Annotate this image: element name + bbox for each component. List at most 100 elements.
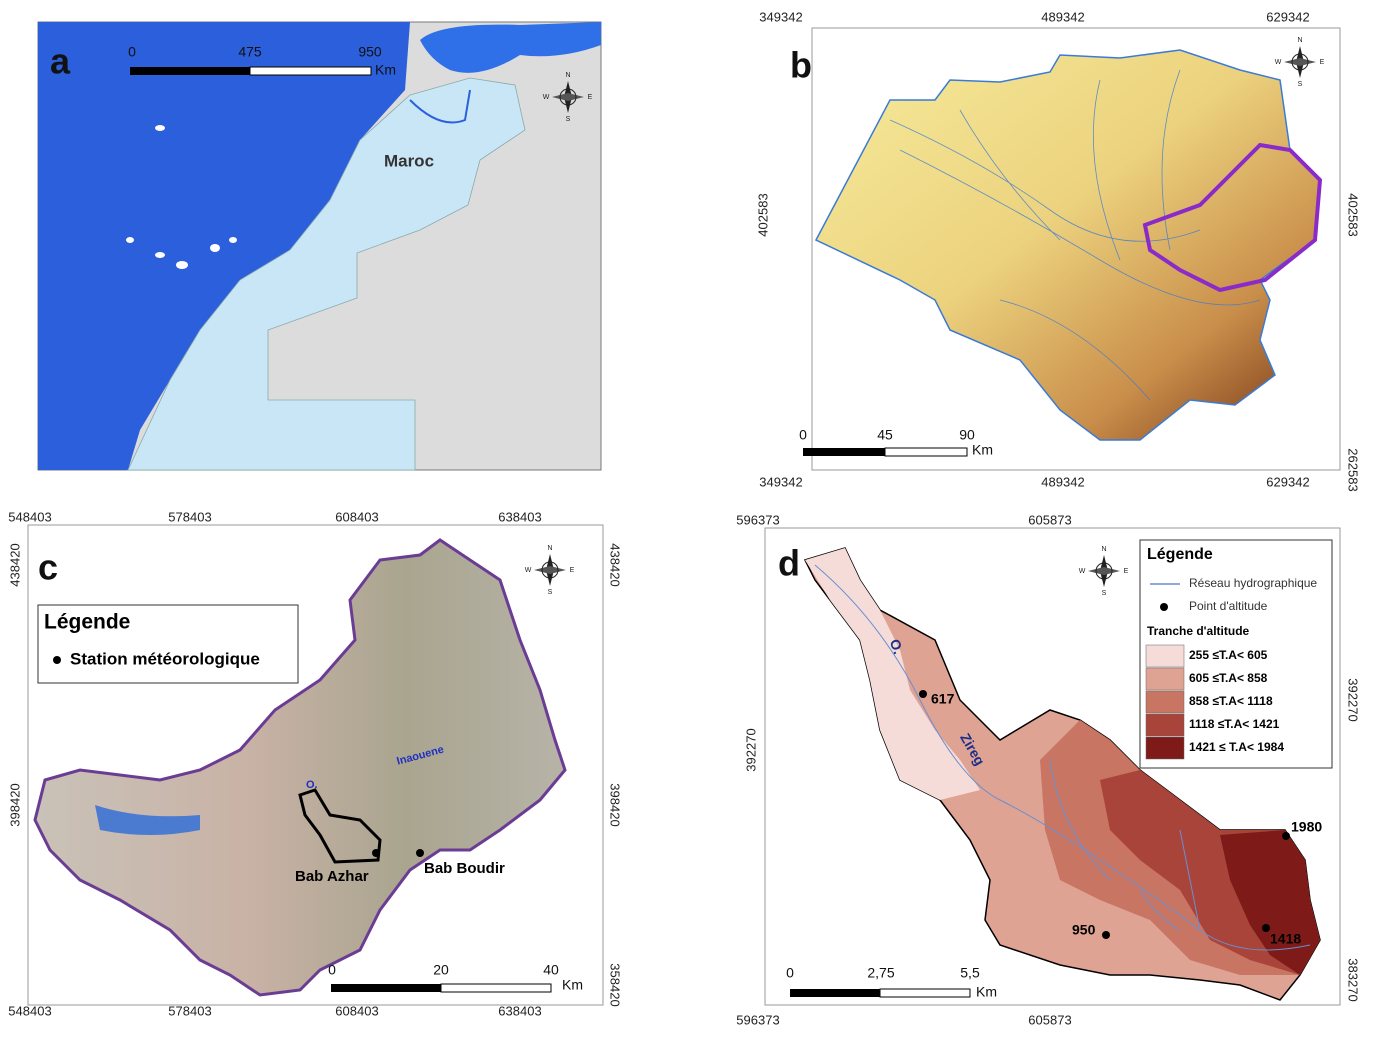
panel-letter: b — [790, 45, 812, 86]
coord-right: 392270 — [1346, 678, 1361, 721]
scale-bar — [130, 67, 250, 75]
coord-top: 548403 — [8, 509, 51, 524]
legend-class: 605 ≤T.A< 858 — [1189, 671, 1268, 685]
country-label: Maroc — [384, 151, 434, 170]
coord-bottom: 629342 — [1266, 474, 1309, 489]
scale-label: 20 — [433, 962, 449, 978]
coord-bottom: 578403 — [168, 1003, 211, 1018]
point-label: 617 — [931, 691, 955, 707]
compass-n: N — [1101, 546, 1106, 553]
class-1421 — [1220, 830, 1320, 975]
coord-bottom: 489342 — [1041, 474, 1084, 489]
class-255 — [805, 548, 980, 800]
scale-label: 0 — [786, 965, 794, 981]
sea — [420, 22, 601, 73]
coord-left: 392270 — [743, 728, 758, 771]
coord-right: 402583 — [1346, 193, 1361, 236]
coord-right: 398420 — [608, 783, 623, 826]
ocean — [38, 22, 410, 470]
coord-top: 605873 — [1028, 512, 1071, 527]
station-label: Bab Azhar — [295, 868, 369, 885]
compass-s: S — [1102, 590, 1107, 597]
coord-left: 398420 — [7, 783, 22, 826]
coord-bottom: 548403 — [8, 1003, 51, 1018]
scale-label: 475 — [238, 44, 262, 60]
compass-ring — [1291, 53, 1309, 71]
coord-right: 383270 — [1346, 958, 1361, 1001]
compass-ring — [1095, 562, 1113, 580]
compass-n: N — [547, 545, 552, 552]
legend-title: Légende — [44, 611, 130, 634]
compass-n: N — [565, 72, 570, 79]
compass-e: E — [570, 567, 575, 574]
legend-subtitle: Tranche d'altitude — [1147, 624, 1250, 638]
scale-label: 45 — [877, 427, 893, 443]
panel-d — [764, 527, 1341, 1006]
coord-top: 349342 — [759, 9, 802, 24]
coord-bottom: 608403 — [335, 1003, 378, 1018]
coord-top: 629342 — [1266, 9, 1309, 24]
compass — [1284, 46, 1316, 78]
legend-marker — [1160, 603, 1168, 611]
panel-letter: a — [50, 41, 71, 82]
scale-label: 40 — [543, 962, 559, 978]
sub-basin — [1142, 142, 1323, 293]
morocco — [127, 77, 526, 471]
coord-right: 262583 — [1346, 448, 1361, 491]
coord-bottom: 596373 — [736, 1012, 779, 1027]
coord-bottom: 605873 — [1028, 1012, 1071, 1027]
compass-s: S — [1298, 81, 1303, 88]
compass-w: W — [525, 567, 532, 574]
point-label: 1980 — [1291, 819, 1322, 835]
coord-top: 596373 — [736, 512, 779, 527]
scale-label: 950 — [358, 44, 382, 60]
compass — [534, 554, 566, 586]
scale-bar — [884, 447, 968, 457]
coord-top: 578403 — [168, 509, 211, 524]
scale-label: 2,75 — [867, 965, 894, 981]
compass-e: E — [1124, 568, 1129, 575]
compass-w: W — [543, 94, 550, 101]
legend-item: Point d'altitude — [1189, 599, 1268, 613]
legend-marker — [53, 656, 61, 664]
compass-w: W — [1275, 59, 1282, 66]
scale-unit: Km — [976, 984, 997, 1000]
lake — [95, 805, 200, 835]
scale-bar — [331, 984, 441, 992]
legend-class: 1421 ≤ T.A< 1984 — [1189, 740, 1284, 754]
legend-item: Station météorologique — [70, 649, 260, 668]
legend-title: Légende — [1147, 546, 1213, 563]
coord-right: 438420 — [608, 543, 623, 586]
compass-w: W — [1079, 568, 1086, 575]
coord-top: 489342 — [1041, 9, 1084, 24]
compass-s: S — [566, 116, 571, 123]
compass — [552, 81, 584, 113]
basin — [33, 538, 567, 997]
scale-unit: Km — [562, 977, 583, 993]
islands — [126, 125, 237, 269]
compass-s: S — [548, 589, 553, 596]
scale-bar — [249, 66, 372, 76]
scale-unit: Km — [972, 442, 993, 458]
coord-left: 438420 — [7, 543, 22, 586]
scale-bar — [440, 983, 552, 993]
scale-label: 0 — [328, 962, 336, 978]
legend-swatches — [1145, 644, 1185, 760]
scale-label: 0 — [128, 44, 136, 60]
panel-letter: d — [778, 543, 800, 584]
station-label: Bab Boudir — [424, 860, 505, 877]
scale-label: 90 — [959, 427, 975, 443]
compass-e: E — [588, 94, 593, 101]
compass-n: N — [1297, 37, 1302, 44]
scale-bar — [803, 448, 885, 456]
point-label: 950 — [1072, 922, 1096, 938]
point-label: 1418 — [1270, 931, 1301, 947]
station — [416, 849, 424, 857]
coord-top: 638403 — [498, 509, 541, 524]
compass-ring — [541, 561, 559, 579]
altitude-points — [919, 690, 1290, 939]
scale-bar — [879, 988, 971, 998]
coord-bottom: 638403 — [498, 1003, 541, 1018]
coord-top: 608403 — [335, 509, 378, 524]
